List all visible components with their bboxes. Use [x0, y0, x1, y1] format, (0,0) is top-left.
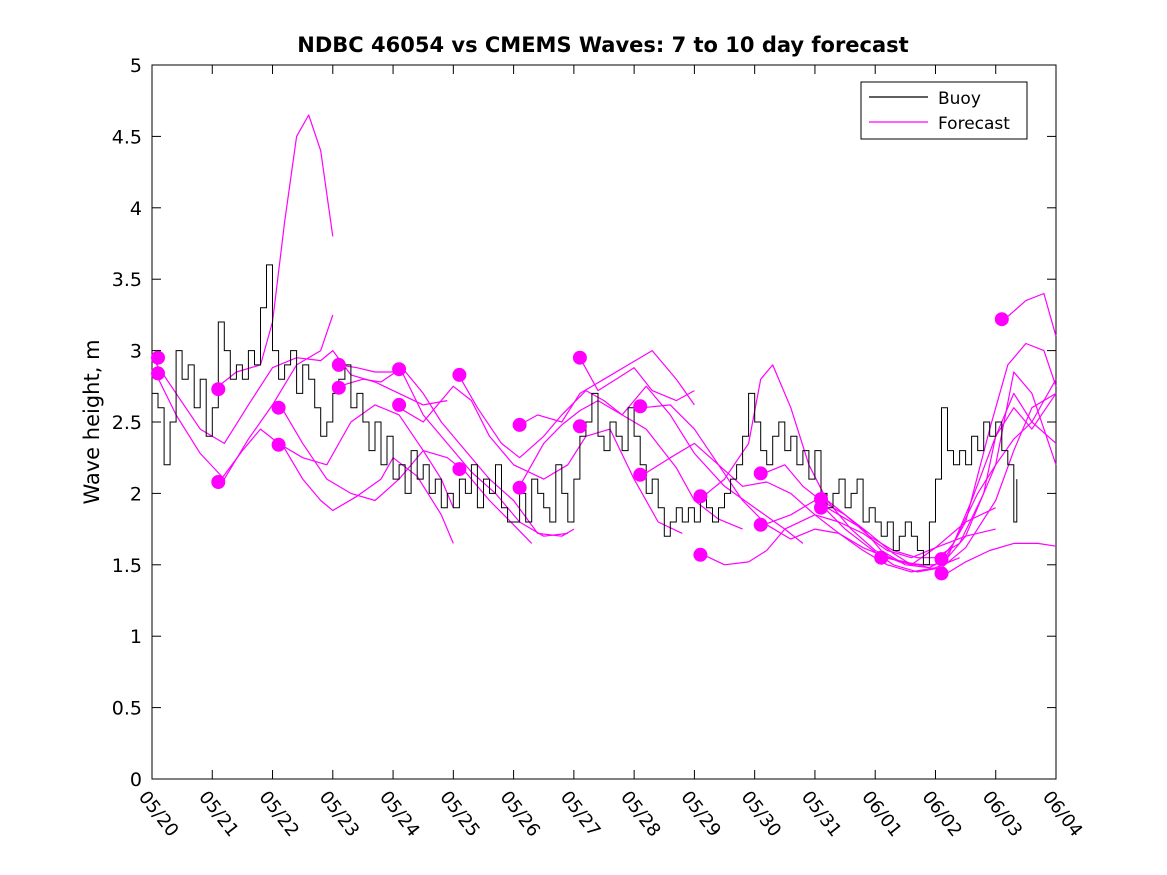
- forecast-series: [154, 114, 1057, 576]
- forecast-start-marker: [271, 437, 286, 452]
- forecast-line: [519, 385, 804, 544]
- y-tick-label: 0.5: [112, 698, 142, 720]
- forecast-line: [943, 342, 1057, 560]
- plot-area: [151, 64, 1057, 780]
- y-axis-label: Wave height, m: [80, 339, 104, 504]
- forecast-line: [944, 542, 1057, 576]
- forecast-start-marker: [392, 397, 407, 412]
- forecast-start-marker: [693, 547, 708, 562]
- forecast-start-marker: [211, 475, 226, 489]
- forecast-start-marker: [392, 362, 407, 377]
- y-tick-label: 5: [130, 55, 142, 77]
- forecast-line: [398, 385, 683, 534]
- forecast-line: [1004, 292, 1057, 337]
- forecast-start-markers: [151, 312, 1009, 581]
- forecast-line: [281, 443, 454, 544]
- y-tick-label: 4: [130, 198, 142, 220]
- forecast-start-marker: [572, 419, 587, 434]
- forecast-start-marker: [633, 399, 648, 414]
- forecast-line: [642, 442, 960, 573]
- y-tick-label: 3.5: [112, 269, 142, 291]
- forecast-start-marker: [512, 417, 527, 432]
- forecast-start-marker: [572, 350, 587, 365]
- forecast-line: [154, 350, 448, 444]
- forecast-start-marker: [693, 489, 708, 504]
- y-tick-label: 0: [130, 769, 142, 791]
- chart-title: NDBC 46054 vs CMEMS Waves: 7 to 10 day f…: [297, 33, 908, 57]
- y-tick-label: 1.5: [112, 555, 142, 577]
- forecast-start-marker: [753, 466, 768, 481]
- y-tick-label: 4.5: [112, 126, 142, 148]
- forecast-start-marker: [934, 566, 949, 581]
- legend: Buoy Forecast: [860, 81, 1028, 140]
- legend-box: [860, 81, 1028, 140]
- y-tick-label: 1: [130, 626, 142, 648]
- forecast-line: [884, 371, 1057, 569]
- forecast-start-marker: [331, 357, 346, 372]
- forecast-line: [217, 114, 334, 387]
- forecast-line: [763, 392, 1057, 559]
- legend-forecast-label: Forecast: [938, 114, 1010, 134]
- forecast-start-marker: [151, 366, 165, 381]
- forecast-start-marker: [271, 400, 286, 415]
- forecast-start-marker: [934, 552, 949, 567]
- forecast-start-marker: [874, 550, 889, 565]
- forecast-line: [519, 350, 695, 426]
- y-tick-label: 2: [130, 483, 142, 505]
- forecast-line: [154, 314, 334, 480]
- forecast-line: [338, 367, 575, 537]
- forecast-start-marker: [211, 382, 226, 397]
- buoy-line: [152, 264, 1018, 566]
- plot-frame: [151, 64, 1057, 780]
- forecast-line: [703, 514, 996, 566]
- forecast-start-marker: [994, 312, 1009, 327]
- forecast-line: [579, 357, 695, 402]
- forecast-start-marker: [633, 467, 648, 482]
- y-tick-label: 3: [130, 341, 142, 363]
- forecast-start-marker: [512, 480, 527, 495]
- forecast-line: [458, 376, 743, 530]
- forecast-start-marker: [151, 350, 165, 365]
- forecast-start-marker: [452, 462, 467, 477]
- forecast-line: [220, 404, 454, 508]
- forecast-start-marker: [814, 500, 828, 515]
- legend-buoy-label: Buoy: [938, 89, 981, 109]
- buoy-series: [152, 264, 1018, 566]
- forecast-start-marker: [753, 517, 768, 532]
- forecast-start-marker: [331, 380, 346, 395]
- forecast-line: [338, 364, 568, 537]
- forecast-start-marker: [452, 367, 467, 382]
- y-tick-label: 2.5: [112, 412, 142, 434]
